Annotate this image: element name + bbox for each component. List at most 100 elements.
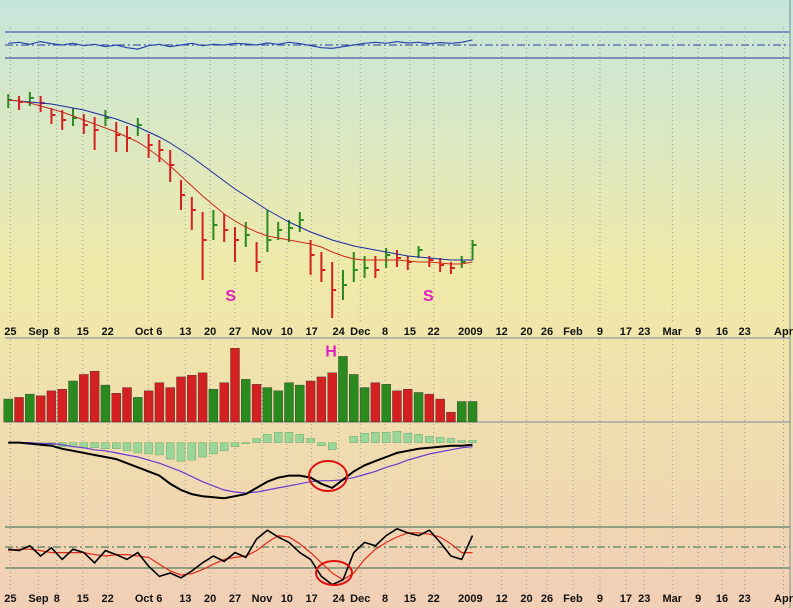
macd-histogram-bar xyxy=(230,442,240,447)
x-tick-label: 20 xyxy=(204,326,216,338)
volume-bar xyxy=(208,389,219,423)
volume-bar xyxy=(424,393,435,423)
x-tick-label: Oct 6 xyxy=(135,326,163,338)
x-tick-label: 8 xyxy=(54,593,60,605)
volume-bar xyxy=(230,348,240,423)
macd-histogram-bar xyxy=(371,432,380,443)
series-line xyxy=(8,99,473,261)
macd-histogram-bar xyxy=(187,442,197,461)
macd-histogram-bar xyxy=(209,442,218,455)
x-tick-label: 27 xyxy=(229,593,241,605)
volume-bar xyxy=(35,395,46,423)
x-tick-label: 26 xyxy=(541,326,553,338)
macd-histogram-bar xyxy=(414,434,423,443)
volume-bar xyxy=(467,401,478,423)
x-tick-label: 9 xyxy=(597,593,603,605)
volume-bar xyxy=(273,390,283,423)
x-tick-label: 24 xyxy=(333,593,346,605)
series-line xyxy=(8,441,473,500)
x-tick-label: Dec xyxy=(350,593,370,605)
volume-bar xyxy=(14,397,24,423)
x-tick-label: 8 xyxy=(382,593,388,605)
annotation: S xyxy=(423,288,434,305)
x-tick-label: 13 xyxy=(179,593,191,605)
panel-borders xyxy=(5,0,791,608)
volume-bar xyxy=(89,370,100,423)
macd-histogram-bar xyxy=(133,442,143,454)
x-tick-label: 17 xyxy=(306,326,318,338)
macd-histogram-bar xyxy=(349,436,358,443)
macd-histogram-bar xyxy=(435,437,445,443)
macd-histogram-bar xyxy=(295,434,304,443)
volume-bar xyxy=(446,411,456,423)
x-tick-label: Feb xyxy=(563,593,583,605)
macd-histogram-bar xyxy=(273,432,283,443)
x-tick-label: 24 xyxy=(333,326,346,338)
x-tick-label: 20 xyxy=(520,326,532,338)
x-tick-label: 15 xyxy=(404,326,416,338)
x-tick-label: 23 xyxy=(739,326,751,338)
x-tick-label: 20 xyxy=(520,593,532,605)
volume-bar xyxy=(392,390,402,423)
volume-bar xyxy=(197,372,208,423)
x-tick-label: Oct 6 xyxy=(135,593,163,605)
volume-bar xyxy=(241,379,251,423)
x-tick-label: 23 xyxy=(638,326,650,338)
x-tick-label: 17 xyxy=(620,326,632,338)
macd-histogram-bar xyxy=(317,442,326,446)
volume-bar xyxy=(187,375,197,423)
x-tick-label: 2009 xyxy=(458,593,482,605)
x-tick-label: 9 xyxy=(695,593,701,605)
x-tick-label: 22 xyxy=(428,593,440,605)
volume-bar xyxy=(359,387,370,423)
series-line xyxy=(8,532,473,581)
x-tick-label: Nov xyxy=(252,326,274,338)
x-tick-label: Nov xyxy=(252,593,274,605)
macd-histogram-bar xyxy=(306,438,315,443)
x-tick-label: 9 xyxy=(597,326,603,338)
volume-bar xyxy=(403,389,413,423)
volume-bar xyxy=(251,384,262,423)
volume-bar xyxy=(381,384,391,423)
macd-histogram-bar xyxy=(144,442,153,455)
x-tick-label: 20 xyxy=(204,593,216,605)
macd-histogram-bar xyxy=(457,440,466,443)
x-tick-label: 23 xyxy=(638,593,650,605)
macd-histogram-bar xyxy=(90,442,99,448)
plot-layer: 25 Sep 8 15 22 Oct 6 13 20 27 Nov 10 17 24 Dec 8 15 22 20… xyxy=(3,28,793,605)
macd-histogram-bar xyxy=(392,431,402,443)
x-tick-label: 2009 xyxy=(458,326,482,338)
x-tick-label: Mar xyxy=(663,593,683,605)
volume-bar xyxy=(262,387,273,423)
volume-bar xyxy=(295,384,305,423)
macd-histogram-bar xyxy=(198,442,207,458)
x-tick-label: 22 xyxy=(101,593,113,605)
macd-histogram-bar xyxy=(284,432,294,443)
volume-bar xyxy=(46,390,57,423)
x-tick-label: 9 xyxy=(695,326,701,338)
macd-histogram-bar xyxy=(468,440,477,443)
volume-bar xyxy=(57,389,67,423)
x-tick-label: 12 xyxy=(496,593,508,605)
x-tick-label: 13 xyxy=(179,326,191,338)
x-tick-label: Sep xyxy=(28,326,48,338)
volume-bar xyxy=(316,376,327,423)
annotation: H xyxy=(325,344,337,361)
series-line xyxy=(8,442,473,494)
series-line xyxy=(8,39,473,50)
x-tick-label: Mar xyxy=(663,326,683,338)
x-tick-label: 25 xyxy=(4,593,16,605)
volume-bar xyxy=(122,387,132,423)
x-tick-label: 16 xyxy=(716,326,728,338)
macd-histogram-bar xyxy=(155,442,164,456)
x-tick-label: Dec xyxy=(350,326,370,338)
macd-histogram-bar xyxy=(327,442,337,451)
volume-bar xyxy=(219,382,229,423)
x-tick-label: 23 xyxy=(739,593,751,605)
x-tick-label: 27 xyxy=(229,326,241,338)
volume-bar xyxy=(133,397,143,423)
x-tick-label: 12 xyxy=(496,326,508,338)
x-tick-label: 16 xyxy=(716,593,728,605)
macd-histogram-bar xyxy=(166,442,175,460)
